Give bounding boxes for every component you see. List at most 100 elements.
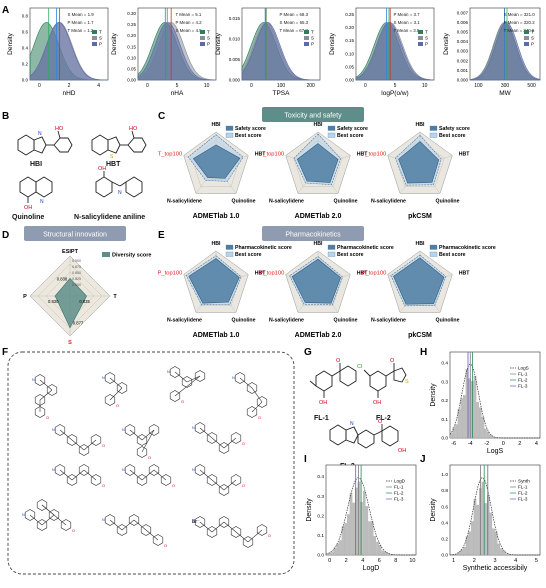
legend-label: Safety score	[439, 126, 470, 132]
histogram-bar	[498, 544, 500, 555]
atom-label-o: O	[164, 544, 167, 548]
mean-annotation: S Mean = 1.9	[67, 12, 94, 17]
x-tick-label: 100	[277, 83, 286, 89]
legend-label: LogD	[394, 479, 406, 484]
legend-label-p: P	[311, 42, 314, 47]
histogram-bar	[500, 549, 502, 556]
legend-label-diversity: Diversity score	[112, 253, 151, 259]
x-tick-label: 10	[204, 83, 210, 89]
quinoline-oh-label: OH	[24, 205, 32, 211]
legend-label: FL-1	[518, 372, 528, 377]
panel-label-f: F	[2, 347, 8, 358]
radar-chart-pkcsm: HBIHBTQuinolineN-salicylideneT_top100pkC…	[362, 122, 470, 220]
axis-label-t: T	[113, 294, 117, 300]
bond	[84, 470, 96, 480]
y-tick-label: 0.10	[345, 51, 354, 56]
atom-label-n: N	[122, 468, 125, 472]
y-tick-label: 0.007	[457, 10, 469, 15]
candidate-molecule-icon: ON	[122, 465, 175, 489]
radar-axis-n-salicylidene: N-salicylidene	[167, 317, 202, 323]
radar-axis-n-salicylidene: N-salicylidene	[167, 198, 202, 204]
x-tick-label: 0	[250, 83, 253, 89]
legend-swatch	[430, 252, 437, 257]
y-axis-label: Density	[443, 32, 450, 54]
radar-axis-hbi: HBI	[314, 241, 323, 247]
hbt-ho-label: HO	[129, 126, 138, 132]
radar-chart-admetlab-2-0: HBIHBTQuinolineN-salicylideneP_top100ADM…	[260, 241, 394, 339]
legend-swatch	[328, 133, 335, 138]
radar-axis-quinoline: Quinoline	[436, 317, 460, 323]
hbi-structure-icon	[18, 131, 72, 155]
molecule-label-n-salicylidene-aniline: N-salicylidene aniline	[74, 214, 145, 221]
y-tick-label: 0.00	[345, 78, 354, 83]
y-axis-label: Density	[430, 498, 437, 522]
bond	[110, 378, 122, 388]
legend-swatch-s	[200, 36, 205, 40]
y-tick-label: 0.15	[127, 44, 136, 49]
ring-tick-label: 0.800	[72, 283, 81, 287]
x-tick-label: 200	[306, 83, 315, 89]
fl2-s-label: S	[405, 379, 409, 385]
panel-label-e: E	[158, 230, 165, 241]
bond	[134, 520, 146, 530]
bond	[212, 438, 224, 448]
bond	[224, 438, 236, 448]
bond	[72, 470, 84, 480]
legend-label-t: T	[531, 30, 534, 35]
bond	[142, 430, 154, 452]
y-axis-label: Density	[329, 32, 336, 54]
legend-swatch	[430, 245, 437, 250]
bond	[122, 520, 134, 530]
legend-label: Pharmacokinetic score	[337, 245, 394, 251]
radar-title: ADMETlab 1.0	[193, 213, 240, 220]
legend-label-s: S	[207, 36, 210, 41]
hbi-ho-label: HO	[55, 126, 64, 132]
histogram-bar	[482, 417, 484, 438]
mean-annotation: S Mean = 4.5	[175, 28, 202, 33]
legend-swatch-s	[524, 36, 529, 40]
radar-axis-quinoline: Quinoline	[436, 198, 460, 204]
legend-label: FL-3	[394, 497, 404, 502]
x-tick-label: 4	[535, 441, 538, 447]
legend-label: Best score	[337, 252, 364, 258]
histogram-bar	[482, 482, 484, 555]
x-axis-label: MW	[499, 90, 511, 97]
panel-label-h: H	[420, 347, 427, 358]
histogram-bar	[477, 402, 479, 438]
atom-label-o: O	[268, 534, 271, 538]
bond	[130, 470, 142, 480]
fl2-o-label: O	[390, 358, 395, 364]
radar-axis-quinoline: Quinoline	[334, 198, 358, 204]
histogram-bar	[353, 503, 355, 555]
legend-swatch	[328, 252, 335, 257]
legend-swatch	[430, 126, 437, 131]
histogram-bar	[384, 552, 386, 555]
panel-f-counter-ion: Br⁻	[192, 519, 200, 525]
radar-axis-quinoline: Quinoline	[232, 198, 256, 204]
value-label-p: 0.830	[48, 299, 59, 304]
fl1-structure-icon	[310, 363, 356, 398]
bond	[212, 522, 224, 532]
panel-label-b: B	[2, 111, 9, 122]
histogram-bar	[379, 545, 381, 555]
legend-swatch	[226, 133, 233, 138]
histogram-bar	[371, 521, 373, 555]
panel-c-banner-text: Toxicity and safety	[284, 113, 342, 120]
x-tick-label: -6	[451, 441, 456, 447]
legend-label-s: S	[425, 36, 428, 41]
atom-label-o: O	[181, 400, 184, 404]
y-tick-label: 0.0	[22, 78, 29, 83]
histogram-bar	[463, 395, 465, 438]
x-tick-label: 2	[345, 558, 348, 564]
axis-label-p: P	[23, 294, 27, 300]
y-tick-label: 0.4	[441, 361, 448, 367]
x-tick-label: 10	[409, 558, 415, 564]
atom-label-n: N	[192, 468, 195, 472]
y-tick-label: 0.4	[22, 46, 29, 51]
radar-axis-hbi: HBI	[416, 122, 425, 128]
